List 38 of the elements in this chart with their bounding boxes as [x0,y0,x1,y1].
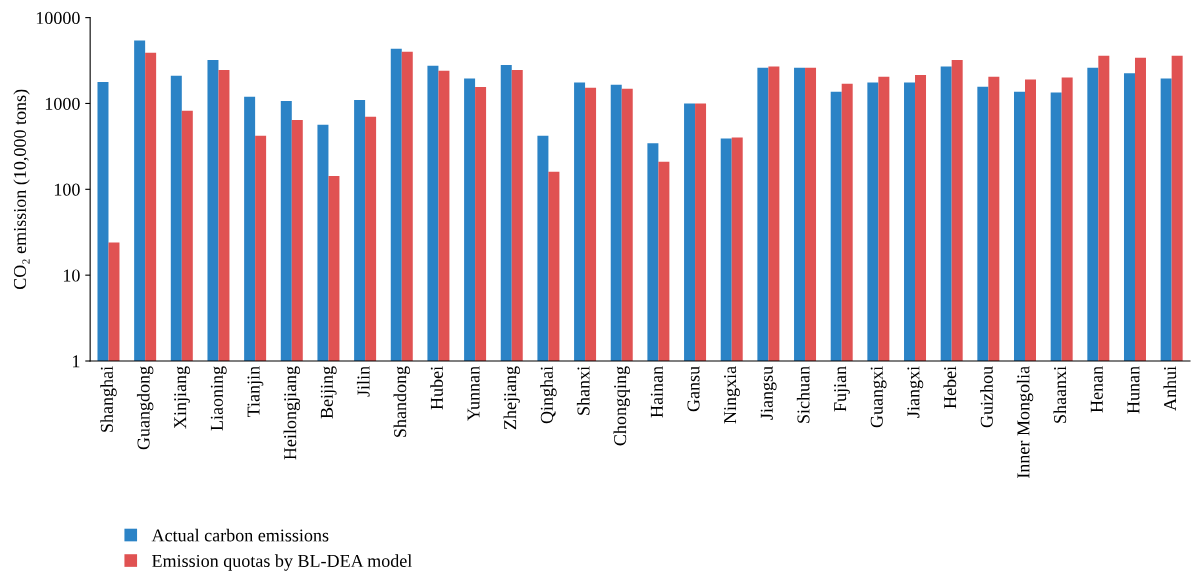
x-tick-label: Hubei [430,366,443,410]
legend-label: Emission quotas by BL-DEA model [152,554,412,571]
x-tick-label: Fujian [834,366,850,412]
x-tick-label: Chongqing [613,366,630,446]
x-tick-label: Guizhou [980,366,993,428]
x-tick-label: Jiangsu [760,366,777,420]
legend-label: Actual carbon emissions [151,528,329,542]
x-tick-label: Yunnan [467,366,480,421]
x-tick-label: Anhui [1163,366,1177,411]
x-tick-label: Liaoning [210,366,227,431]
x-tick-label: Hainan [650,366,663,418]
x-tick-label: Jilin [356,366,370,397]
x-tick-label: Jiangxi [907,366,924,418]
y-tick-label: 1000 [45,97,80,110]
x-tick-label: Sichuan [796,366,810,423]
y-tick-label: 1 [72,355,80,368]
x-tick-label: Guangxi [870,366,887,428]
x-tick-label: Beijing [320,366,337,419]
x-tick-label: Hebei [943,366,957,409]
x-tick-label: Shaanxi [1053,366,1067,423]
y-axis-title: CO₂ emission (10,000 tons) [13,89,30,290]
x-tick-label: Tianjin [247,366,264,418]
x-tick-label: Xinjiang [174,366,190,429]
x-tick-label: Heilongjiang [283,366,300,460]
x-tick-label: Hunan [1127,366,1140,414]
x-tick-label: Shanghai [100,366,117,432]
x-tick-label: Henan [1090,366,1103,413]
x-tick-label: Zhejiang [503,366,520,430]
x-tick-label: Ningxia [724,366,740,424]
x-tick-label: Gansu [687,366,700,412]
x-tick-label: Inner Mongolia [1016,366,1034,479]
x-tick-label: Shandong [393,366,410,437]
x-tick-label: Qinghai [540,366,557,424]
x-tick-label: Guangdong [136,366,154,450]
y-tick-label: 10000 [36,11,80,25]
y-tick-label: 10 [63,269,80,282]
x-tick-label: Shanxi [576,366,590,415]
y-tick-label: 100 [54,183,80,196]
